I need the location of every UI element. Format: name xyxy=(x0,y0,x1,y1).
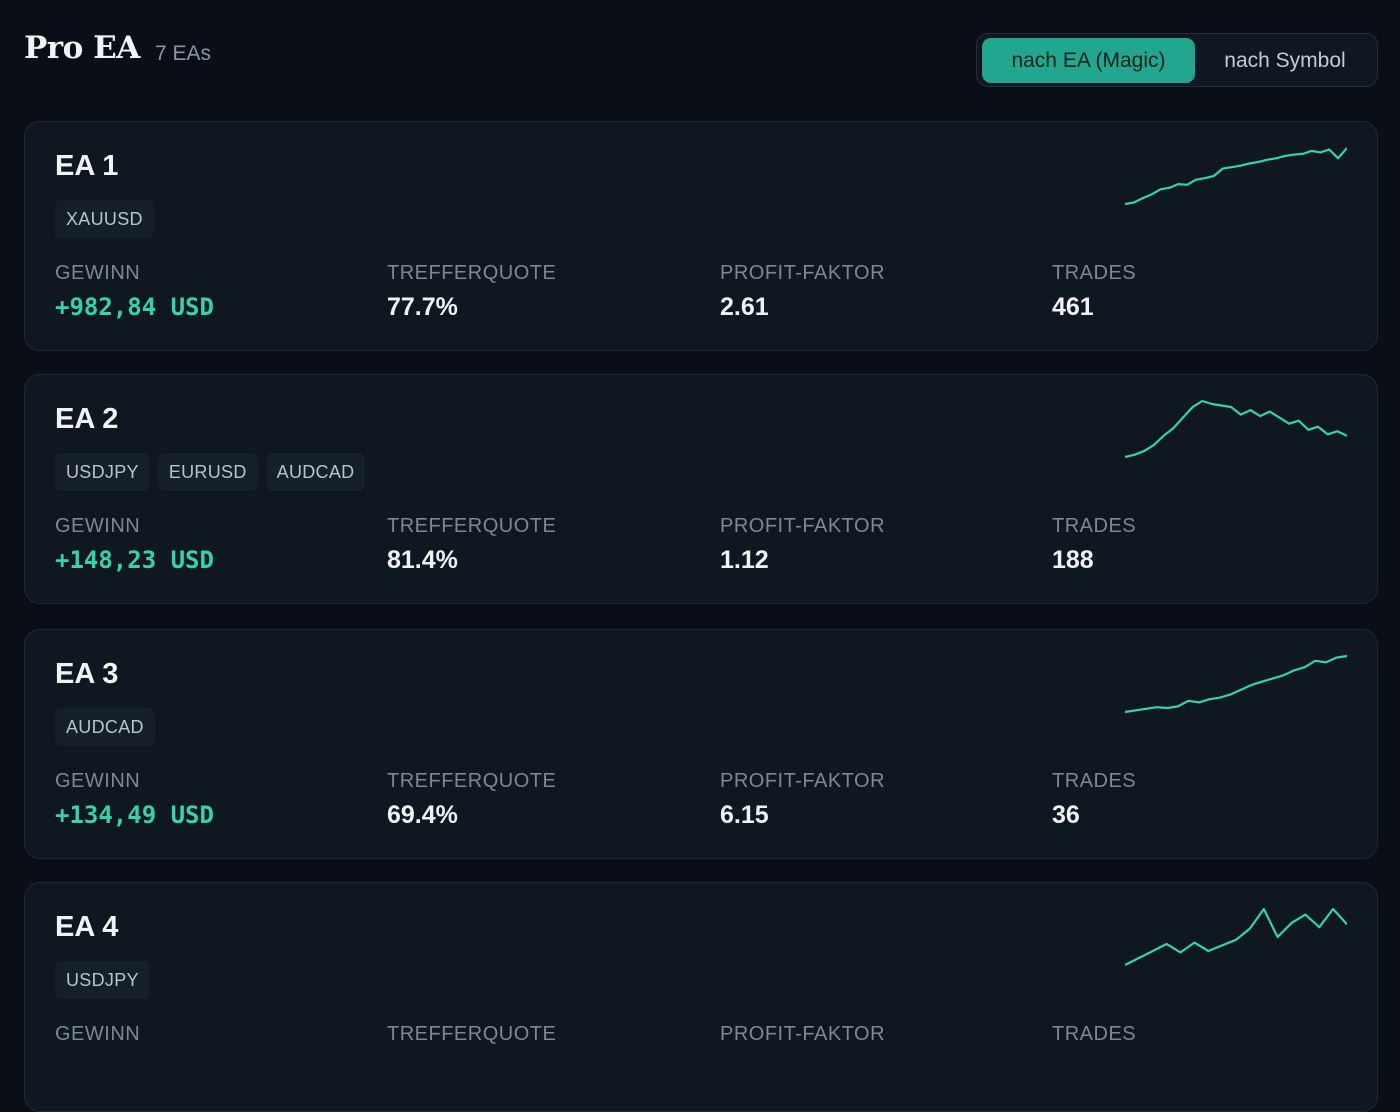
profit-stat: GEWINN +982,84 USD xyxy=(55,262,214,321)
equity-sparkline xyxy=(1125,654,1347,714)
ea-card[interactable]: EA 2 USDJPY EURUSD AUDCAD GEWINN +148,23… xyxy=(24,374,1378,604)
trades-stat: TRADES 461 xyxy=(1052,262,1136,322)
sparkline-line xyxy=(1125,147,1347,206)
trades-label: TRADES xyxy=(1052,515,1137,537)
sparkline-line xyxy=(1125,907,1347,966)
profit-label: GEWINN xyxy=(55,262,141,284)
profit-value: +982,84 USD xyxy=(55,293,214,321)
ea-name: EA 1 xyxy=(55,150,119,182)
symbol-tag: AUDCAD xyxy=(55,708,155,746)
page-header: Pro EA 7 EAs nach EA (Magic) nach Symbol xyxy=(24,28,1378,88)
profit-factor-stat: PROFIT-FAKTOR xyxy=(720,1023,885,1054)
symbol-tags: XAUUSD xyxy=(55,200,154,238)
trades-label: TRADES xyxy=(1052,770,1137,792)
equity-sparkline xyxy=(1125,399,1347,459)
ea-card[interactable]: EA 3 AUDCAD GEWINN +134,49 USD TREFFERQU… xyxy=(24,629,1378,859)
symbol-tags: USDJPY EURUSD AUDCAD xyxy=(55,453,366,491)
profit-factor-stat: PROFIT-FAKTOR 2.61 xyxy=(720,262,885,322)
ea-card[interactable]: EA 1 XAUUSD GEWINN +982,84 USD TREFFERQU… xyxy=(24,121,1378,351)
symbol-tags: AUDCAD xyxy=(55,708,155,746)
sparkline-line xyxy=(1125,399,1347,459)
profit-factor-label: PROFIT-FAKTOR xyxy=(720,515,886,537)
trades-value: 36 xyxy=(1052,801,1080,829)
winrate-label: TREFFERQUOTE xyxy=(387,1023,557,1045)
symbol-tag: EURUSD xyxy=(157,453,258,491)
trades-stat: TRADES 36 xyxy=(1052,770,1136,830)
grouping-toggle: nach EA (Magic) nach Symbol xyxy=(976,33,1378,87)
winrate-stat: TREFFERQUOTE xyxy=(387,1023,556,1054)
winrate-value: 81.4% xyxy=(387,546,458,574)
profit-factor-value: 2.61 xyxy=(720,293,769,321)
profit-label: GEWINN xyxy=(55,1023,141,1045)
symbol-tags: USDJPY xyxy=(55,961,150,999)
winrate-label: TREFFERQUOTE xyxy=(387,262,557,284)
profit-factor-label: PROFIT-FAKTOR xyxy=(720,262,886,284)
profit-label: GEWINN xyxy=(55,515,141,537)
sparkline-line xyxy=(1125,654,1347,714)
profit-stat: GEWINN +134,49 USD xyxy=(55,770,214,829)
profit-factor-label: PROFIT-FAKTOR xyxy=(720,770,886,792)
ea-card[interactable]: EA 4 USDJPY GEWINN TREFFERQUOTE PROFIT-F… xyxy=(24,882,1378,1112)
ea-name: EA 3 xyxy=(55,658,119,690)
trades-value: 188 xyxy=(1052,546,1094,574)
winrate-value: 77.7% xyxy=(387,293,458,321)
symbol-tag: USDJPY xyxy=(55,961,150,999)
symbol-tag: XAUUSD xyxy=(55,200,154,238)
winrate-stat: TREFFERQUOTE 69.4% xyxy=(387,770,556,830)
trades-label: TRADES xyxy=(1052,262,1137,284)
trades-stat: TRADES xyxy=(1052,1023,1136,1054)
profit-factor-label: PROFIT-FAKTOR xyxy=(720,1023,886,1045)
equity-sparkline xyxy=(1125,907,1347,966)
winrate-label: TREFFERQUOTE xyxy=(387,770,557,792)
symbol-tag: USDJPY xyxy=(55,453,150,491)
profit-factor-value: 1.12 xyxy=(720,546,769,574)
ea-count: 7 EAs xyxy=(155,42,212,65)
winrate-stat: TREFFERQUOTE 81.4% xyxy=(387,515,556,575)
profit-stat: GEWINN +148,23 USD xyxy=(55,515,214,574)
equity-sparkline xyxy=(1125,147,1347,206)
group-by-ea-button[interactable]: nach EA (Magic) xyxy=(982,38,1195,83)
profit-factor-stat: PROFIT-FAKTOR 6.15 xyxy=(720,770,885,830)
group-by-symbol-button[interactable]: nach Symbol xyxy=(1224,49,1346,72)
profit-factor-stat: PROFIT-FAKTOR 1.12 xyxy=(720,515,885,575)
winrate-label: TREFFERQUOTE xyxy=(387,515,557,537)
symbol-tag: AUDCAD xyxy=(265,453,366,491)
trades-label: TRADES xyxy=(1052,1023,1137,1045)
page-title: Pro EA xyxy=(24,30,140,66)
profit-value: +148,23 USD xyxy=(55,546,214,574)
winrate-value: 69.4% xyxy=(387,801,458,829)
profit-label: GEWINN xyxy=(55,770,141,792)
ea-name: EA 2 xyxy=(55,403,119,435)
trades-stat: TRADES 188 xyxy=(1052,515,1136,575)
trades-value: 461 xyxy=(1052,293,1094,321)
winrate-stat: TREFFERQUOTE 77.7% xyxy=(387,262,556,322)
profit-factor-value: 6.15 xyxy=(720,801,769,829)
ea-name: EA 4 xyxy=(55,911,119,943)
profit-stat: GEWINN xyxy=(55,1023,140,1054)
profit-value: +134,49 USD xyxy=(55,801,214,829)
